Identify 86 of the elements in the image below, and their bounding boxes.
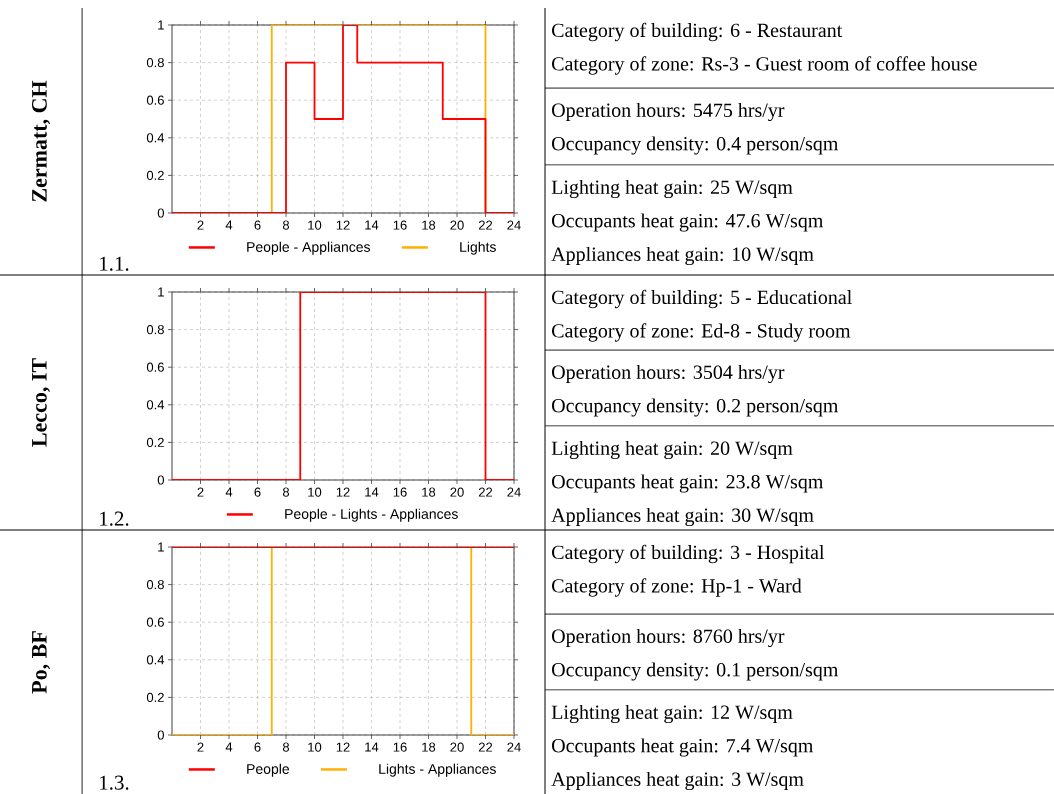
- text: Category of zone: Hp-1 - Ward: [552, 578, 802, 597]
- x-tick-label: 18: [422, 220, 436, 230]
- text: 1.1.: [100, 256, 129, 271]
- text: Appliances heat gain: 30 W/sqm: [551, 507, 814, 527]
- y-tick-label: 1: [158, 287, 164, 297]
- text: Zermatt, CH: [32, 80, 50, 202]
- text: Category of building: 6 - Restaurant: [552, 22, 843, 42]
- x-tick-label: 22: [478, 742, 493, 752]
- x-tick-label: 20: [450, 220, 464, 230]
- x-tick-label: 8: [282, 220, 290, 230]
- legend-label: People: [247, 763, 290, 777]
- x-tick-label: 6: [254, 220, 261, 230]
- text: Occupants heat gain: 23.8 W/sqm: [552, 474, 824, 493]
- x-tick-label: 22: [478, 487, 493, 497]
- x-tick-label: 22: [478, 220, 493, 230]
- text: Lighting heat gain: 25 W/sqm: [551, 179, 793, 199]
- x-tick-label: 8: [282, 742, 290, 752]
- x-tick-label: 24: [507, 220, 521, 230]
- y-tick-label: 0: [157, 475, 164, 485]
- x-tick-label: 4: [225, 742, 233, 752]
- y-tick-label: 0.2: [146, 170, 164, 180]
- text: 1.3.: [100, 775, 129, 790]
- x-tick-label: 20: [450, 742, 464, 752]
- text: Lecco, IT: [32, 358, 50, 447]
- x-tick-label: 16: [393, 742, 407, 752]
- x-tick-label: 12: [336, 220, 350, 230]
- text: 1.2.: [100, 511, 129, 526]
- legend-label: Lights - Appliances: [379, 763, 496, 777]
- x-tick-label: 14: [365, 487, 379, 497]
- y-tick-label: 1: [158, 20, 164, 30]
- text: Category of building: 5 - Educational: [552, 289, 852, 309]
- x-tick-label: 4: [225, 487, 233, 497]
- text: Operation hours: 3504 hrs/yr: [552, 364, 785, 384]
- text: Appliances heat gain: 3 W/sqm: [551, 771, 804, 791]
- text: Occupancy density: 0.2 person/sqm: [552, 398, 839, 417]
- x-tick-label: 18: [422, 487, 436, 497]
- x-tick-label: 6: [254, 487, 261, 497]
- x-tick-label: 8: [282, 487, 290, 497]
- y-tick-label: 0.4: [146, 133, 165, 143]
- text: Category of building: 3 - Hospital: [552, 544, 825, 564]
- text: Appliances heat gain: 10 W/sqm: [551, 246, 814, 266]
- text: Occupants heat gain: 47.6 W/sqm: [552, 213, 824, 232]
- legend-label: Lights: [460, 241, 496, 255]
- x-tick-label: 10: [308, 742, 322, 752]
- y-tick-label: 0.4: [146, 400, 165, 410]
- y-tick-label: 0.4: [146, 655, 165, 665]
- text: Lighting heat gain: 20 W/sqm: [551, 440, 793, 460]
- x-tick-label: 10: [308, 487, 322, 497]
- x-tick-label: 18: [422, 742, 436, 752]
- text: Category of zone: Ed-8 - Study room: [552, 323, 851, 342]
- legend-label: People - Appliances: [247, 241, 371, 255]
- text: Category of zone: Rs-3 - Guest room of coffee house: [552, 56, 977, 75]
- text: Po, BF: [32, 631, 50, 694]
- y-tick-label: 0: [157, 730, 164, 740]
- y-tick-label: 0.6: [146, 95, 164, 105]
- x-tick-label: 16: [393, 487, 407, 497]
- y-tick-label: 0.8: [146, 324, 164, 335]
- x-tick-label: 16: [393, 220, 407, 230]
- x-tick-label: 14: [365, 220, 379, 230]
- text: Lighting heat gain: 12 W/sqm: [551, 704, 793, 724]
- y-tick-label: 0.6: [146, 362, 164, 372]
- text: Operation hours: 5475 hrs/yr: [552, 102, 785, 122]
- y-tick-label: 0.8: [146, 57, 164, 68]
- y-tick-label: 0.6: [146, 617, 164, 627]
- y-tick-label: 0.2: [146, 692, 164, 702]
- x-tick-label: 14: [365, 742, 379, 752]
- x-tick-label: 4: [225, 220, 233, 230]
- x-tick-label: 20: [450, 487, 464, 497]
- x-tick-label: 12: [336, 487, 350, 497]
- text: Occupancy density: 0.1 person/sqm: [552, 662, 839, 681]
- legend-label: People - Lights - Appliances: [285, 508, 458, 522]
- x-tick-label: 24: [507, 742, 521, 752]
- text: Operation hours: 8760 hrs/yr: [552, 628, 785, 648]
- x-tick-label: 24: [507, 487, 521, 497]
- y-tick-label: 0.8: [146, 579, 164, 590]
- x-tick-label: 2: [197, 742, 204, 752]
- x-tick-label: 2: [197, 220, 204, 230]
- text: Occupancy density: 0.4 person/sqm: [552, 136, 839, 155]
- text: Occupants heat gain: 7.4 W/sqm: [552, 738, 814, 757]
- y-tick-label: 0: [157, 208, 164, 218]
- x-tick-label: 2: [197, 487, 204, 497]
- x-tick-label: 10: [308, 220, 322, 230]
- x-tick-label: 12: [336, 742, 350, 752]
- x-tick-label: 6: [254, 742, 261, 752]
- y-tick-label: 1: [158, 542, 164, 552]
- y-tick-label: 0.2: [146, 437, 164, 447]
